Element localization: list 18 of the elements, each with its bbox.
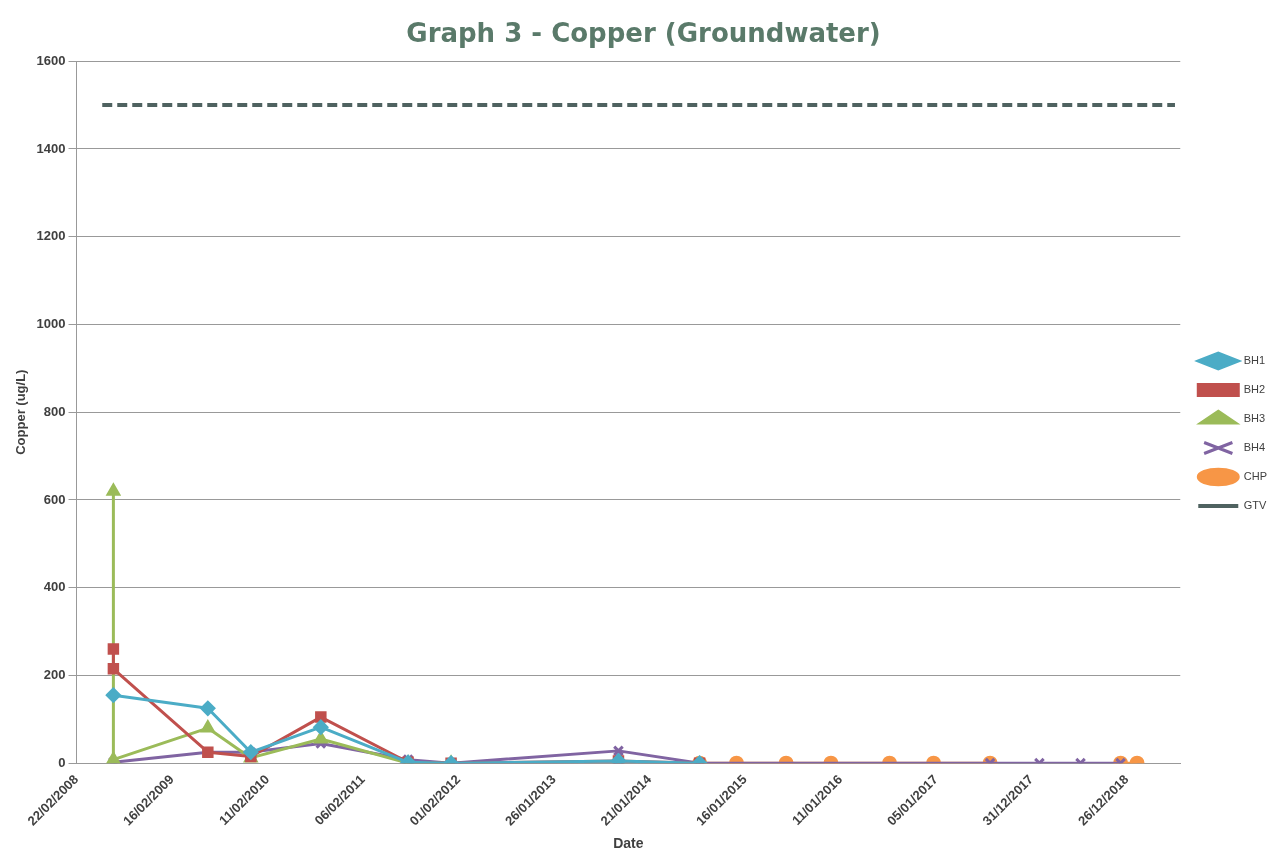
y-tick-label: 1000 bbox=[36, 316, 66, 332]
x-axis-title: Date bbox=[613, 835, 644, 852]
y-tick-label: 200 bbox=[43, 667, 66, 682]
y-tick-label: 400 bbox=[43, 579, 66, 595]
y-tick-label: 1200 bbox=[36, 228, 66, 244]
y-tick-label: 0 bbox=[58, 754, 66, 770]
chart-title: Graph 3 - Copper (Groundwater) bbox=[406, 18, 881, 49]
y-tick-label: 1600 bbox=[36, 52, 66, 68]
legend-label: BH1 bbox=[1243, 354, 1266, 367]
y-tick-label: 1400 bbox=[36, 140, 66, 156]
legend-label: CHP bbox=[1243, 470, 1268, 483]
legend-label: BH4 bbox=[1243, 441, 1266, 454]
legend-label: BH3 bbox=[1243, 412, 1266, 425]
y-tick-label: 800 bbox=[43, 403, 66, 419]
y-axis-title: Copper (ug/L) bbox=[13, 369, 29, 455]
legend-label: GTV bbox=[1243, 499, 1268, 512]
legend-label: BH2 bbox=[1243, 383, 1266, 396]
y-tick-label: 600 bbox=[43, 491, 66, 507]
